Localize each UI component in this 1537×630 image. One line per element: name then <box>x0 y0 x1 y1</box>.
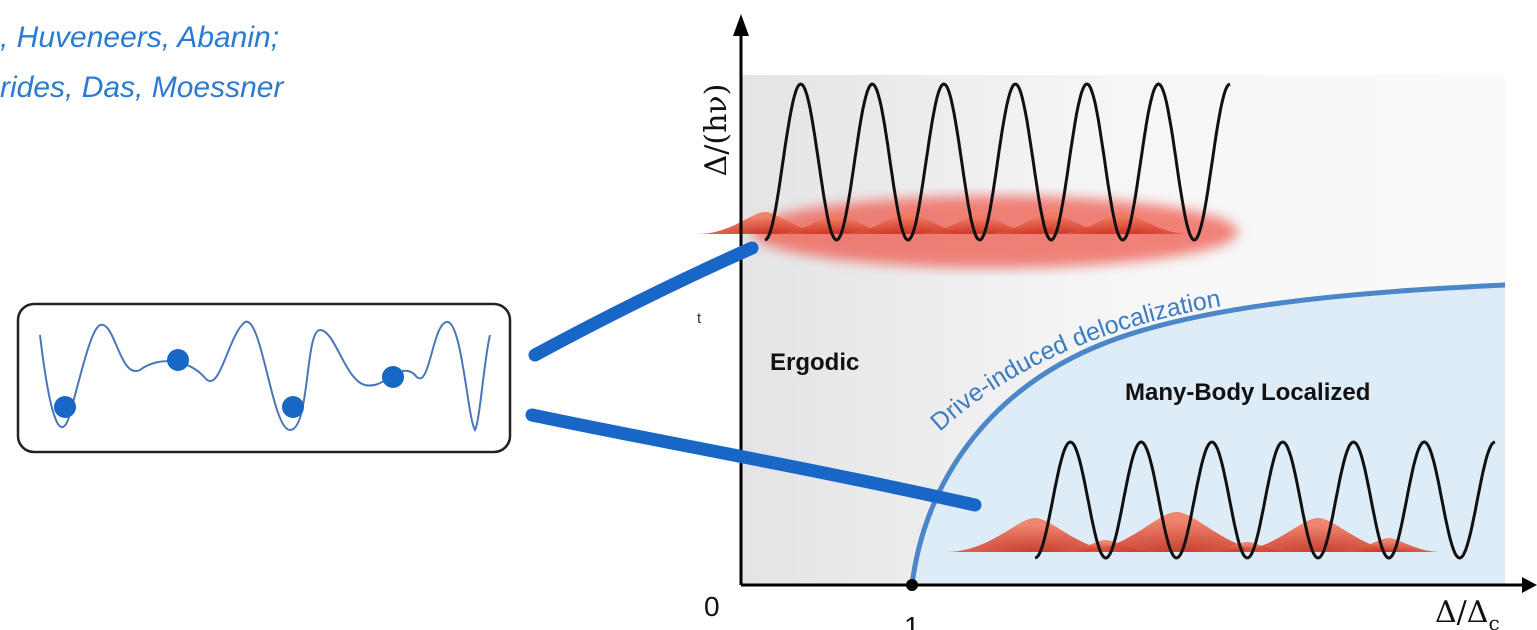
wavepacket <box>1335 538 1443 552</box>
x-axis-label: Δ/Δc <box>1435 595 1500 630</box>
x-axis-arrow <box>1522 577 1537 593</box>
citation-line: rides, Das, Moessner <box>0 71 284 104</box>
wavepacket <box>840 212 976 234</box>
particle <box>54 396 76 418</box>
critical-point <box>906 579 918 591</box>
particle <box>282 396 304 418</box>
lower-potential <box>945 440 1496 560</box>
wavepacket <box>1228 518 1408 552</box>
ergodic-label: Ergodic <box>770 349 859 376</box>
y-axis-label: Δ/(hν) <box>699 84 734 177</box>
x-axis-label-sub: c <box>1488 611 1499 630</box>
localized-label: Many-Body Localized <box>1125 379 1370 406</box>
wavepacket <box>1076 512 1277 552</box>
origin-label: 0 <box>704 591 720 622</box>
critical-label: 1 <box>904 611 920 630</box>
y-axis-arrow <box>733 14 749 36</box>
upper-potential <box>697 82 1231 242</box>
arrow-to-mbl <box>525 408 982 512</box>
particle <box>167 349 189 371</box>
wavepacket <box>697 212 833 234</box>
mbl-region <box>912 285 1505 585</box>
well-curve <box>764 82 1231 242</box>
disordered-potential <box>39 320 491 432</box>
well-curve <box>1034 440 1496 560</box>
arrow-to-ergodic <box>528 241 759 362</box>
x-axis-label-main: Δ/Δ <box>1435 595 1488 630</box>
wavepacket <box>945 518 1125 552</box>
stray-label: t <box>697 310 702 327</box>
wavepacket <box>1055 212 1191 234</box>
chain-box <box>16 302 512 454</box>
citation-line: , Huveneers, Abanin; <box>0 21 279 54</box>
particle <box>382 366 404 388</box>
phase-boundary <box>909 282 1506 586</box>
